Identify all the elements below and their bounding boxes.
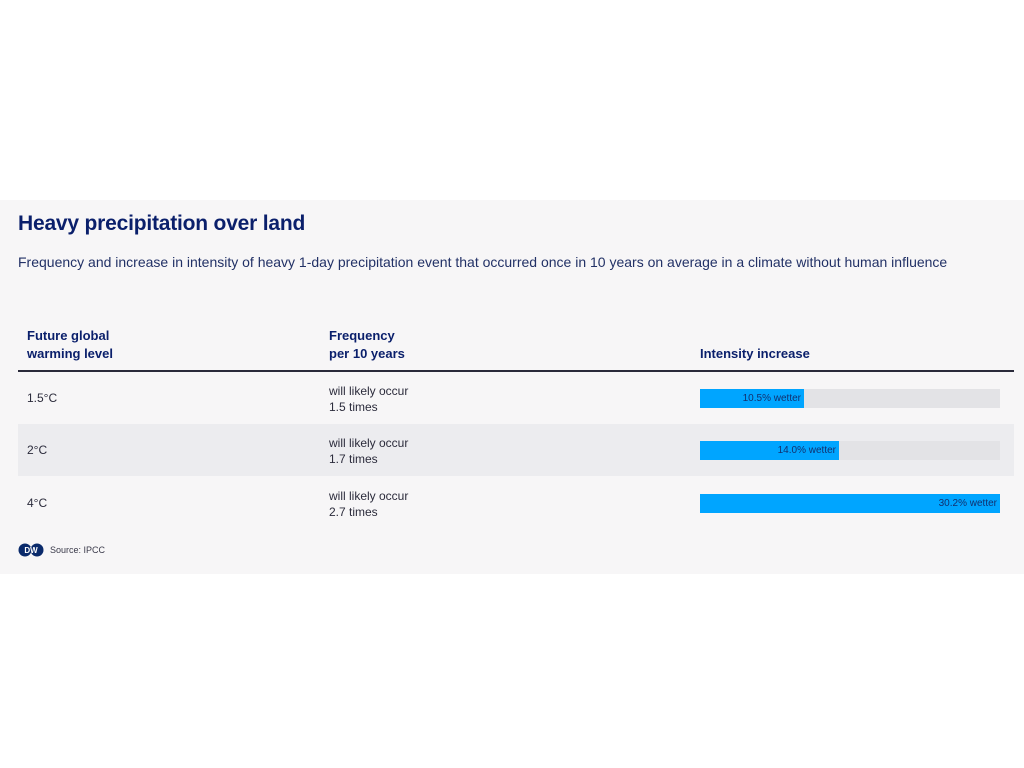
source-text: Source: IPCC — [50, 545, 106, 555]
frequency-cell: will likely occur 1.7 times — [329, 435, 529, 467]
column-header-intensity: Intensity increase — [700, 346, 810, 361]
intensity-bar-track: 14.0% wetter — [700, 441, 1000, 460]
footer: DW Source: IPCC — [18, 543, 105, 557]
frequency-line: 1.5 times — [329, 400, 378, 414]
table-row: 1.5°C will likely occur 1.5 times 10.5% wet… — [18, 372, 1014, 424]
column-header-level-line1: Future global — [27, 328, 110, 343]
chart-title: Heavy precipitation over land — [18, 212, 306, 235]
intensity-bar-track: 30.2% wetter — [700, 494, 1000, 513]
chart-subtitle: Frequency and increase in intensity of h… — [18, 254, 948, 270]
frequency-line: 2.7 times — [329, 505, 378, 519]
header-divider — [18, 370, 1014, 372]
frequency-line: 1.7 times — [329, 452, 378, 466]
column-header-frequency: Frequency per 10 years — [329, 327, 405, 363]
frequency-line: will likely occur — [329, 384, 409, 398]
warming-level-label: 1.5°C — [27, 391, 58, 405]
intensity-value-label: 14.0% wetter — [777, 445, 836, 456]
column-header-frequency-line2: per 10 years — [329, 346, 405, 361]
frequency-line: will likely occur — [329, 489, 409, 503]
column-header-frequency-line1: Frequency — [329, 328, 395, 343]
intensity-value-label: 30.2% wetter — [938, 498, 997, 509]
column-header-level: Future global warming level — [27, 327, 113, 363]
dw-logo-text: DW — [24, 546, 38, 555]
frequency-cell: will likely occur 1.5 times — [329, 383, 529, 415]
frequency-line: will likely occur — [329, 436, 409, 450]
intensity-bar: 10.5% wetter — [700, 389, 804, 408]
table-row: 4°C will likely occur 2.7 times 30.2% wette… — [18, 477, 1014, 529]
table-row: 2°C will likely occur 1.7 times 14.0% wette… — [18, 424, 1014, 476]
warming-level-label: 4°C — [27, 496, 48, 510]
frequency-cell: will likely occur 2.7 times — [329, 488, 529, 520]
warming-level-label: 2°C — [27, 443, 48, 457]
chart-card: Heavy precipitation over land Frequency … — [0, 200, 1024, 574]
intensity-bar: 30.2% wetter — [700, 494, 1000, 513]
intensity-bar-track: 10.5% wetter — [700, 389, 1000, 408]
dw-logo-icon: DW — [18, 543, 44, 557]
intensity-value-label: 10.5% wetter — [742, 393, 801, 404]
intensity-bar: 14.0% wetter — [700, 441, 839, 460]
column-header-level-line2: warming level — [27, 346, 113, 361]
